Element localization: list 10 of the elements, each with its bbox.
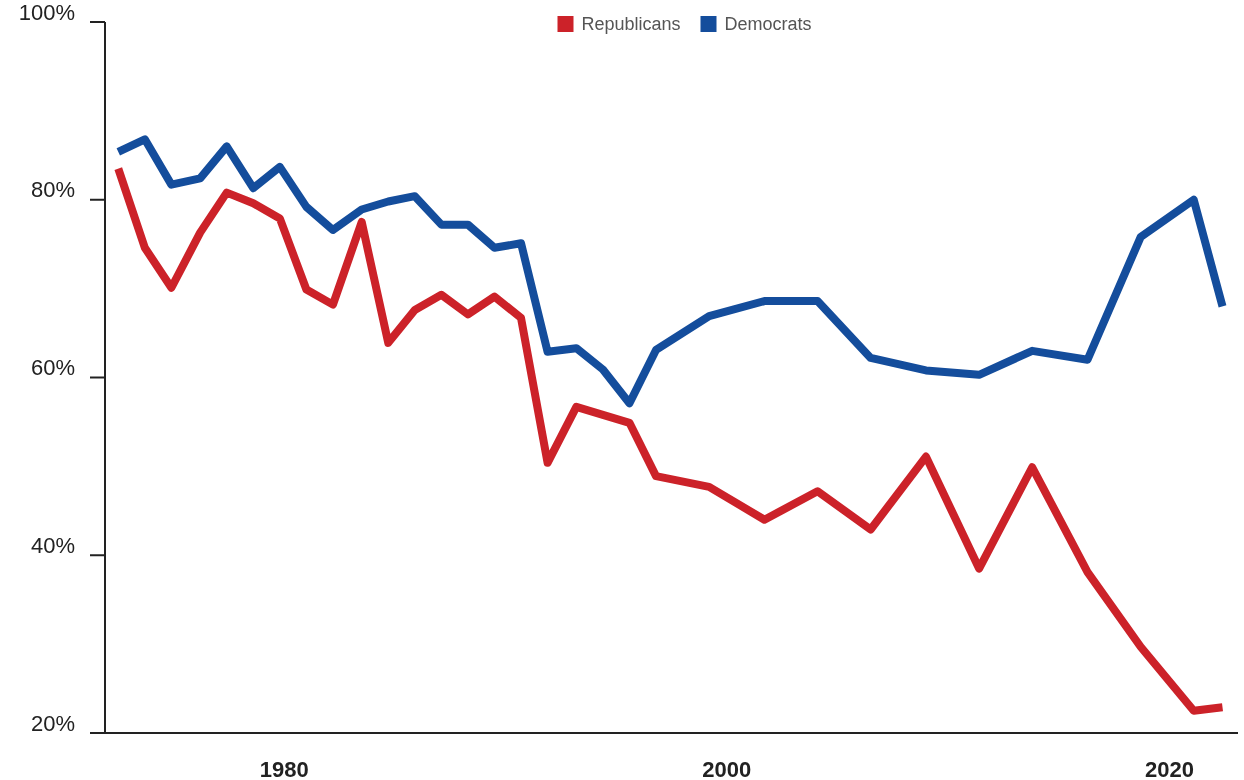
y-tick-label: 20% xyxy=(30,710,75,736)
legend-label: Democrats xyxy=(724,14,812,34)
y-tick-label: 60% xyxy=(30,355,75,380)
x-tick-label: 2000 xyxy=(702,756,752,780)
y-tick-label: 40% xyxy=(30,532,75,558)
x-tick-label: 1980 xyxy=(259,756,309,780)
x-tick-label: 2020 xyxy=(1144,756,1194,780)
y-tick-label: 80% xyxy=(30,177,75,203)
legend-label: Republicans xyxy=(581,14,681,34)
y-tick-label: 100% xyxy=(18,0,75,25)
